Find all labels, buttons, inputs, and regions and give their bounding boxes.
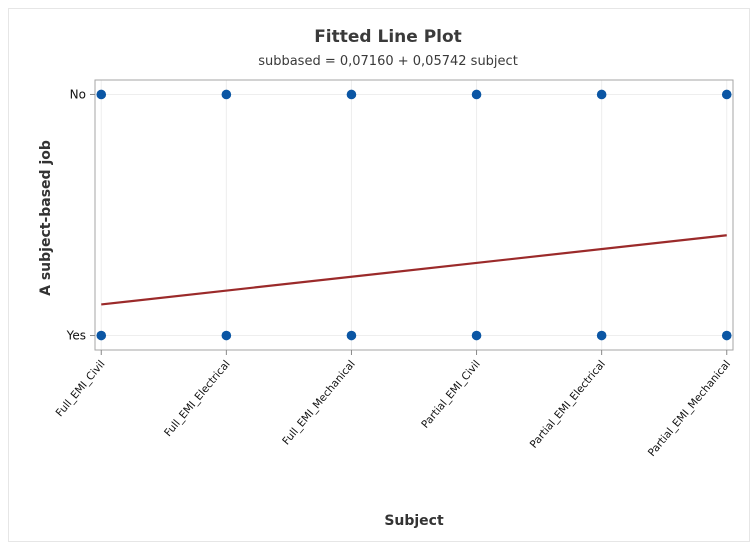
data-point — [346, 89, 357, 100]
plot-area — [94, 79, 734, 351]
y-axis-label: A subject-based job — [38, 140, 54, 296]
data-point — [221, 330, 232, 341]
data-point — [721, 330, 732, 341]
x-tick-label: Full_EMI_Civil — [54, 358, 108, 419]
grid — [95, 80, 733, 350]
x-tick-label: Full_EMI_Mechanical — [280, 358, 358, 447]
data-point — [596, 330, 607, 341]
chart-subtitle: subbased = 0,07160 + 0,05742 subject — [258, 54, 518, 69]
y-tick-label: No — [70, 87, 86, 101]
data-point — [596, 89, 607, 100]
x-axis: Full_EMI_Civil Full_EMI_Electrical Full_EM… — [54, 350, 733, 459]
data-point — [721, 89, 732, 100]
data-point — [346, 330, 357, 341]
data-points — [96, 89, 732, 341]
x-tick-label: Partial_EMI_Civil — [419, 358, 483, 431]
chart-title: Fitted Line Plot — [314, 27, 462, 47]
x-axis-label: Subject — [384, 513, 444, 529]
x-tick-label: Full_EMI_Electrical — [162, 358, 233, 439]
data-point — [96, 89, 107, 100]
y-axis: Yes No — [66, 87, 95, 343]
fit-line-layer — [101, 234, 727, 306]
x-tick-label: Partial_EMI_Mechanical — [646, 358, 733, 459]
data-point — [221, 89, 232, 100]
data-point — [471, 89, 482, 100]
fit-line — [101, 234, 727, 306]
data-point — [96, 330, 107, 341]
data-point — [471, 330, 482, 341]
chart-frame — [8, 8, 750, 542]
y-tick-label: Yes — [66, 329, 86, 343]
x-tick-label: Partial_EMI_Electrical — [528, 358, 608, 450]
